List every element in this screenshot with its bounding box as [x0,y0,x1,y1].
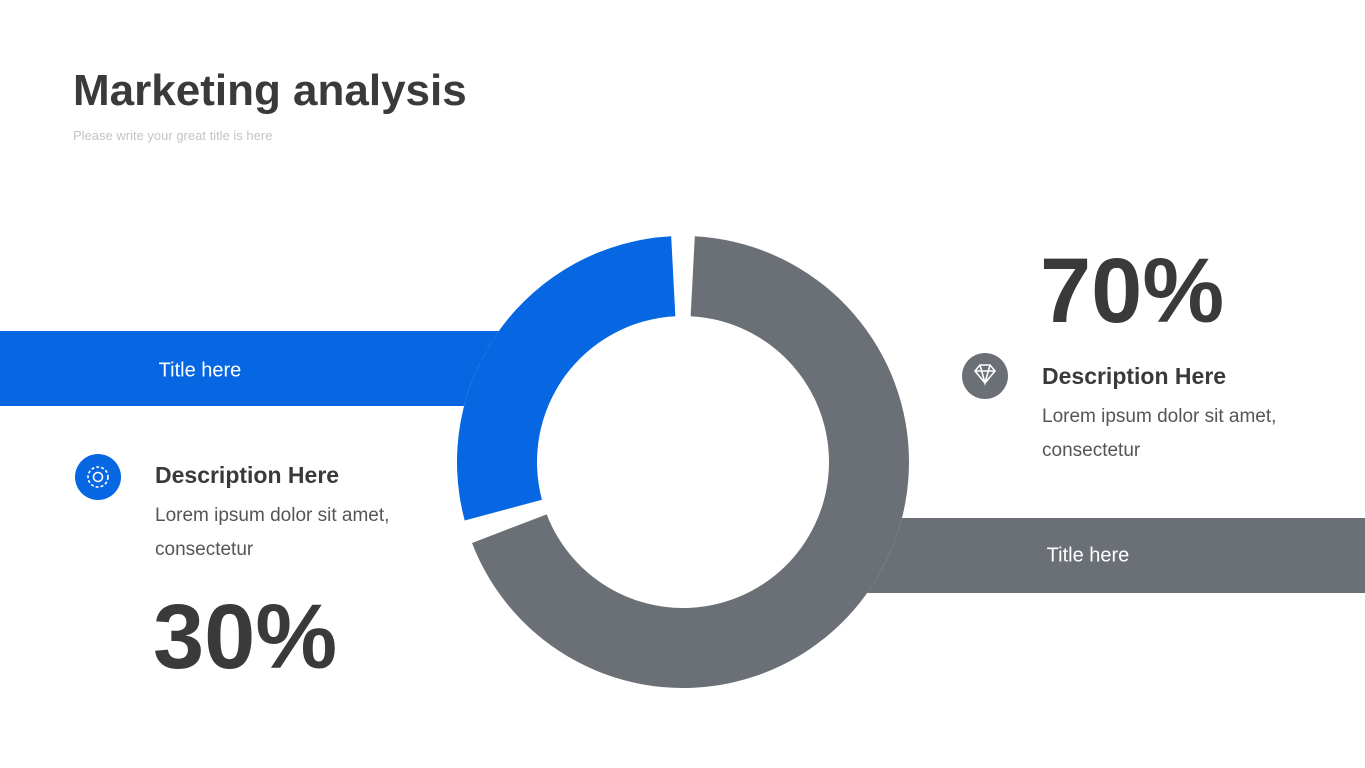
diamond-icon [973,364,997,386]
gear-icon-bg [75,454,121,500]
slide-title: Marketing analysis [73,66,467,115]
percent-label: 70% [1040,240,1224,342]
description-title: Description Here [1042,363,1227,389]
diamond-icon-bg [962,353,1008,399]
band-label: Title here [159,359,242,381]
description: Description Here Lorem ipsum dolor sit a… [155,462,415,567]
description-text: Lorem ipsum dolor sit amet, consectetur [1042,406,1277,461]
donut-segment [472,236,909,688]
description-title: Description Here [155,462,340,488]
slide-subtitle: Please write your great title is here [73,128,273,143]
gear-icon [87,466,109,488]
percent-label: 30% [153,586,337,688]
description: Description Here Lorem ipsum dolor sit a… [1042,363,1302,468]
gear-icon-center [92,471,104,483]
description-text: Lorem ipsum dolor sit amet, consectetur [155,505,390,560]
band-label: Title here [1047,544,1130,566]
donut-segment [457,236,676,521]
